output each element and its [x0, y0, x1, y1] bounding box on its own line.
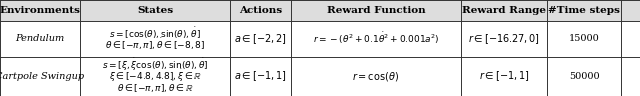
Text: States: States — [137, 6, 173, 15]
Text: 50000: 50000 — [569, 72, 599, 81]
Bar — [0, 0, 640, 21]
Text: Reward Range: Reward Range — [462, 6, 546, 15]
Text: $r \in [-1, 1]$: $r \in [-1, 1]$ — [479, 69, 529, 83]
Text: $\xi \in [-4.8, 4.8], \dot{\xi} \in \mathbb{R}$: $\xi \in [-4.8, 4.8], \dot{\xi} \in \mat… — [109, 68, 202, 84]
Text: $a \in [-1, 1]$: $a \in [-1, 1]$ — [234, 69, 287, 83]
Text: Reward Function: Reward Function — [326, 6, 426, 15]
Text: $s = [\xi, \dot{\xi}\cos(\theta), \sin(\theta), \dot{\theta}]$: $s = [\xi, \dot{\xi}\cos(\theta), \sin(\… — [102, 58, 209, 74]
Text: $r = \cos(\theta)$: $r = \cos(\theta)$ — [353, 70, 399, 83]
Text: $\theta \in [-\pi, \pi], \dot{\theta} \in [-8, 8]$: $\theta \in [-\pi, \pi], \dot{\theta} \i… — [105, 37, 205, 52]
Text: #Time steps: #Time steps — [548, 6, 620, 15]
Text: $s = [\cos(\theta), \sin(\theta), \dot{\theta}]$: $s = [\cos(\theta), \sin(\theta), \dot{\… — [109, 26, 201, 41]
Text: Actions: Actions — [239, 6, 282, 15]
Text: Cartpole Swingup: Cartpole Swingup — [0, 72, 84, 81]
Text: $r = -(\theta^2 + 0.1\dot{\theta}^2 + 0.001a^2)$: $r = -(\theta^2 + 0.1\dot{\theta}^2 + 0.… — [313, 31, 439, 46]
Text: Environments: Environments — [0, 6, 81, 15]
Text: Pendulum: Pendulum — [15, 34, 65, 43]
Text: $\theta \in [-\pi, \pi], \dot{\theta} \in \mathbb{R}$: $\theta \in [-\pi, \pi], \dot{\theta} \i… — [117, 80, 193, 95]
Text: 15000: 15000 — [568, 34, 600, 43]
Text: $a \in [-2, 2]$: $a \in [-2, 2]$ — [234, 32, 287, 46]
Text: $r \in [-16.27, 0]$: $r \in [-16.27, 0]$ — [468, 32, 540, 46]
